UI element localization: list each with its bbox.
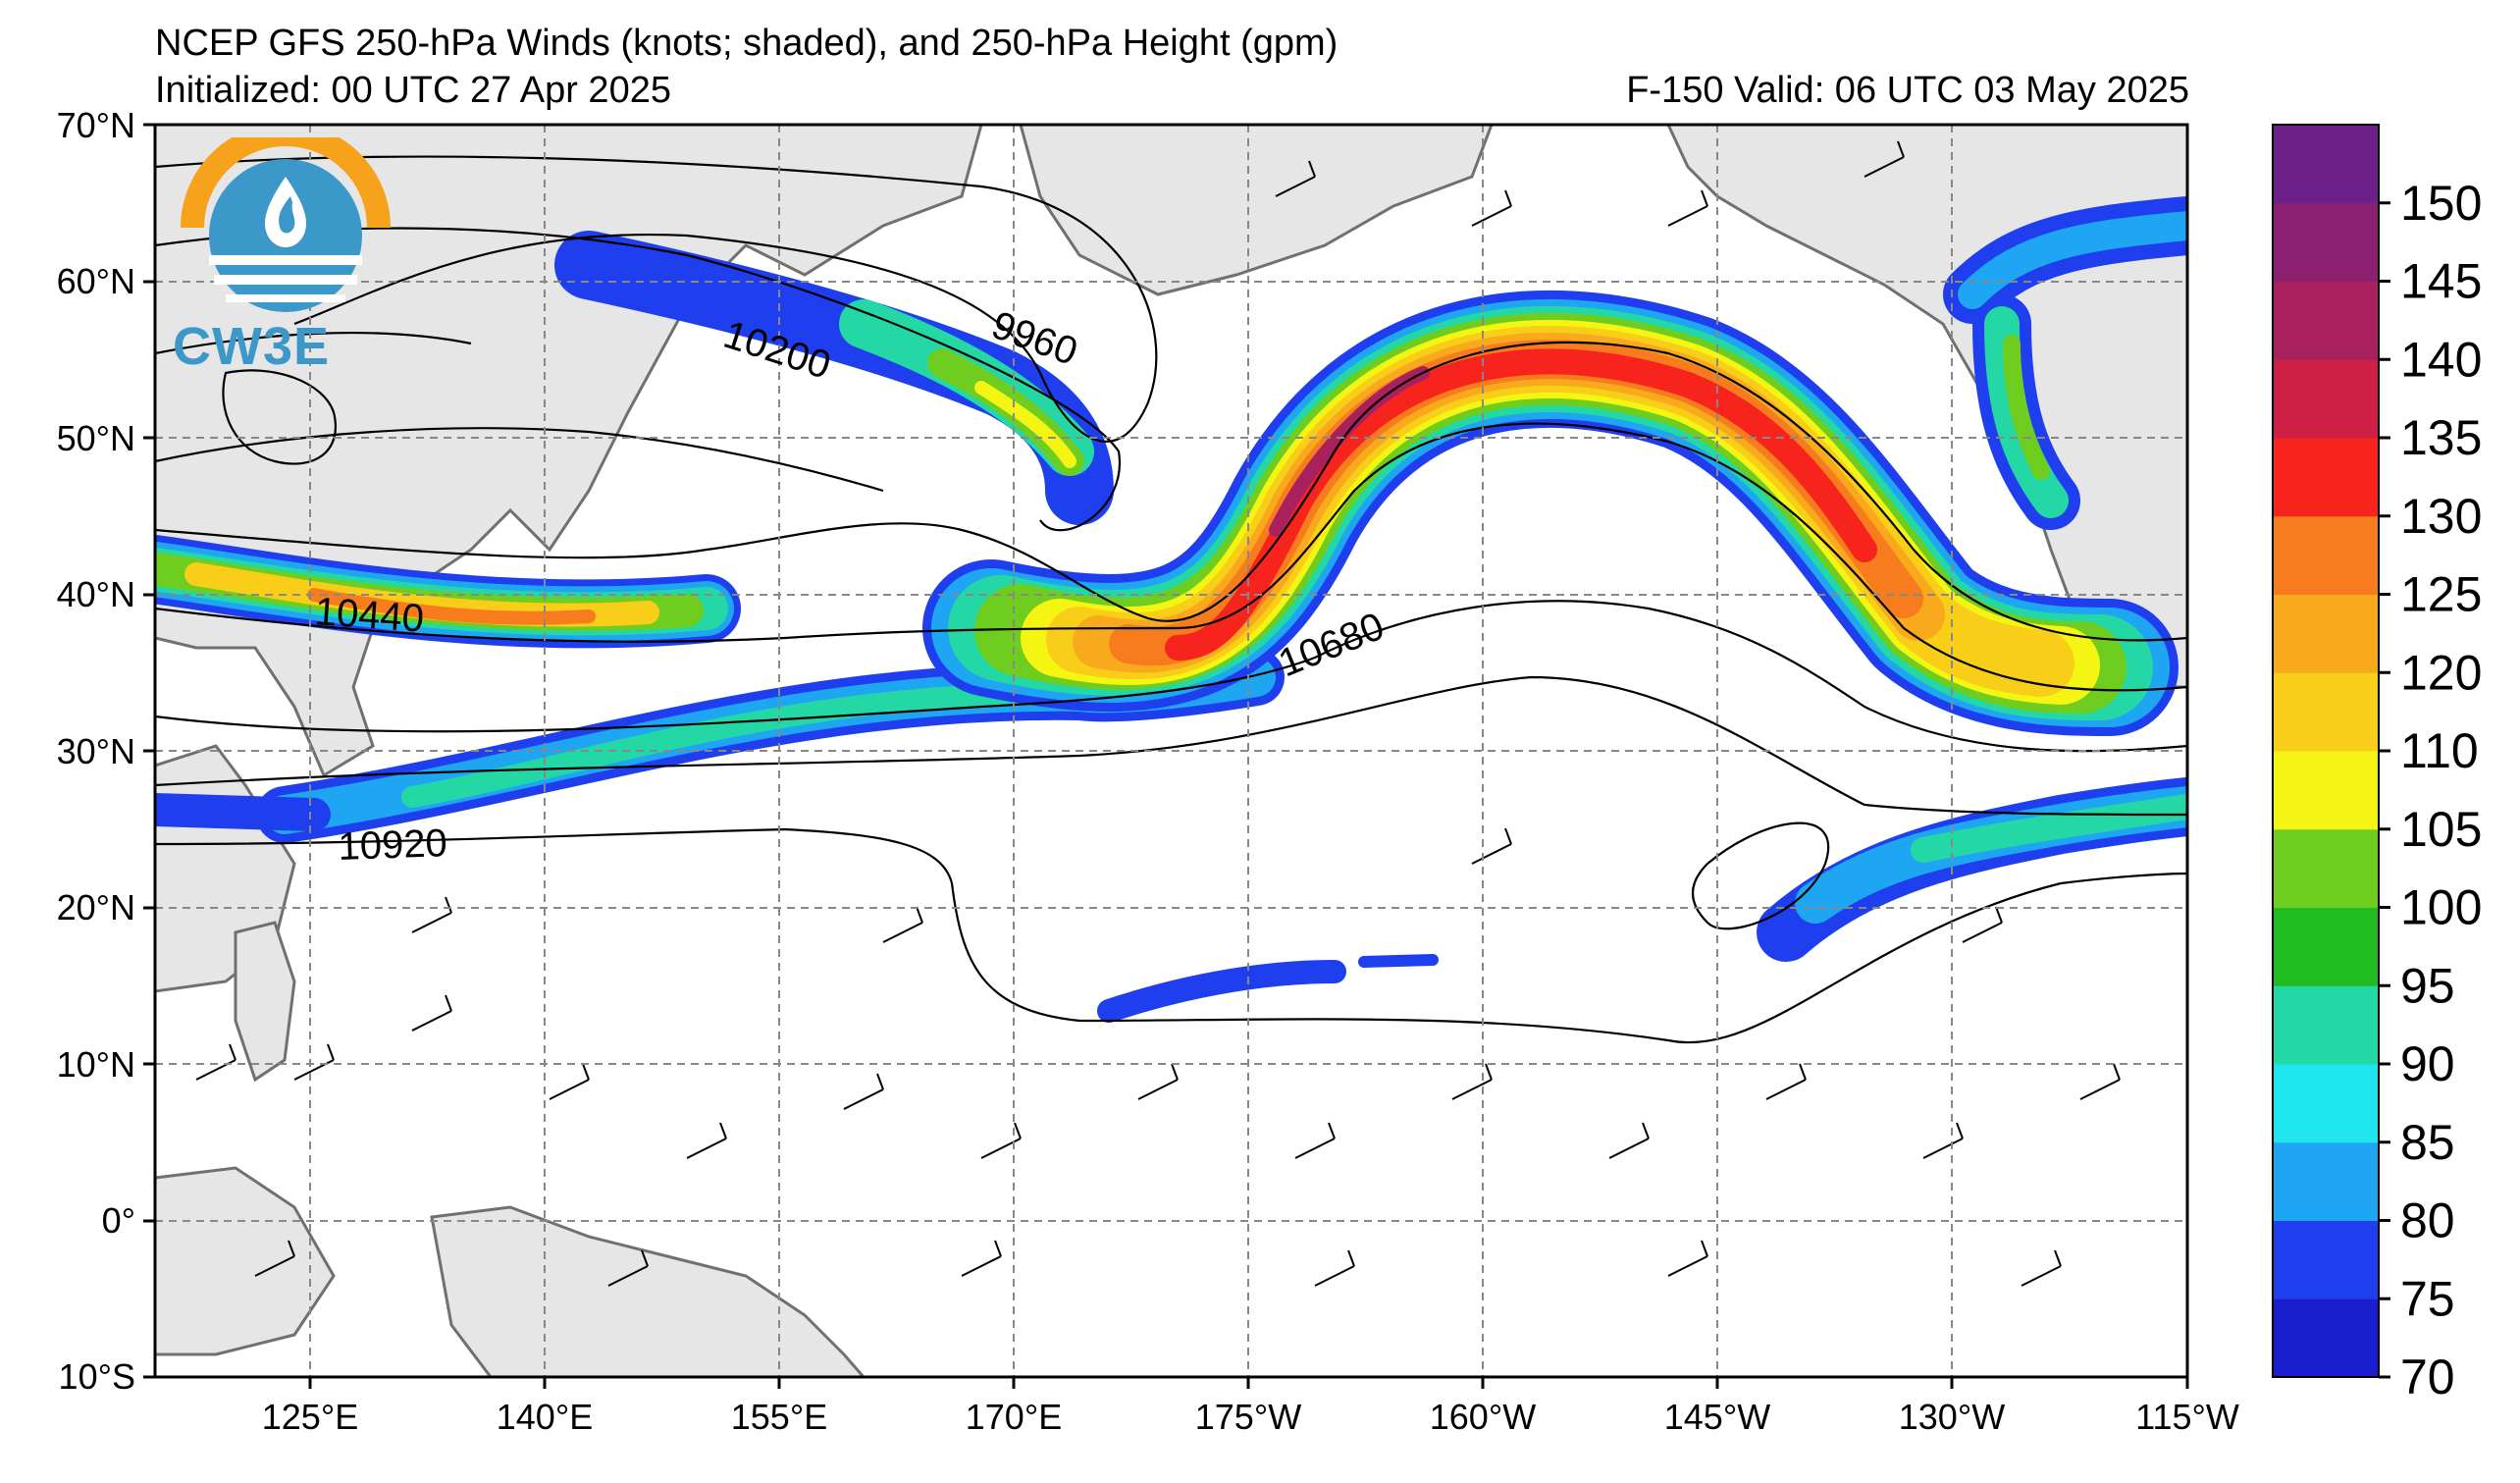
colorbar: 70 75 80 85 90 95 100 105 110 120 125 130 135 140 145 1… [2272,124,2482,1404]
wind-barbs [195,140,2121,1287]
lon-label: 175°W [1195,1397,1301,1437]
colorbar-swatch [2273,751,2379,830]
colorbar-tick-label: 120 [2400,645,2482,700]
colorbar-tick-label: 100 [2400,880,2482,935]
colorbar-swatch [2273,359,2379,439]
valid-time: F-150 Valid: 06 UTC 03 May 2025 [1626,70,2189,111]
colorbar-swatch [2273,281,2379,360]
lon-label: 130°W [1899,1397,2005,1437]
lat-label: 10°S [59,1356,135,1397]
lat-label: 0° [102,1200,135,1241]
new-guinea-landmass [430,1205,866,1377]
lat-label: 40°N [57,574,135,614]
initialized-time: Initialized: 00 UTC 27 Apr 2025 [155,70,671,111]
colorbar-swatch [2273,907,2379,986]
colorbar-tick-label: 125 [2400,567,2482,622]
borneo-landmass [155,1166,336,1356]
colorbar-swatch [2273,828,2379,908]
lon-label: 160°W [1430,1397,1536,1437]
lon-label: 155°E [731,1397,827,1437]
cw3e-logo-text: CW3E [173,317,331,376]
colorbar-tick-label: 140 [2400,332,2482,387]
colorbar-tick-label: 130 [2400,489,2482,544]
colorbar-swatch [2273,202,2379,282]
lat-label: 50°N [57,418,135,458]
lon-label: 115°W [2135,1397,2239,1437]
colorbar-tick-label: 135 [2400,410,2482,465]
lat-label: 30°N [57,731,135,771]
colorbar-tick-label: 80 [2400,1193,2455,1248]
colorbar-tick-label: 150 [2400,176,2482,231]
colorbar-swatch [2273,1220,2379,1299]
colorbar-tick-label: 95 [2400,958,2455,1013]
lon-label: 125°E [262,1397,358,1437]
colorbar-swatch [2273,125,2379,204]
colorbar-swatch [2273,985,2379,1065]
axis-ticks [143,123,2189,1389]
colorbar-tick-label: 145 [2400,254,2482,309]
lat-label: 10°N [57,1044,135,1085]
lon-label: 140°E [497,1397,593,1437]
lat-label: 60°N [57,261,135,301]
colorbar-swatch [2273,515,2379,595]
philippines-landmass [234,921,296,1083]
colorbar-swatch [2273,1141,2379,1221]
wind-speed-shading [155,196,2187,1023]
latitude-labels: 70°N 60°N 50°N 40°N 30°N 20°N 10°N 0° 10… [57,105,135,1397]
longitude-labels: 125°E 140°E 155°E 170°E 175°W 160°W 145°… [262,1397,2239,1437]
lat-label: 70°N [57,105,135,145]
colorbar-tick-label: 70 [2400,1350,2455,1404]
lat-label: 20°N [57,887,135,927]
graticule [155,125,2187,1377]
colorbar-tick-label: 85 [2400,1115,2455,1170]
colorbar-tick-label: 90 [2400,1036,2455,1091]
lon-label: 145°W [1664,1397,1770,1437]
colorbar-swatch [2273,1298,2379,1378]
lon-label: 170°E [966,1397,1062,1437]
colorbar-swatch [2273,438,2379,517]
map-title: NCEP GFS 250-hPa Winds (knots; shaded), … [155,23,1339,64]
alaska-landmass [1019,125,1494,296]
cw3e-logo [181,137,391,312]
colorbar-swatch [2273,1064,2379,1143]
contour-label-10920: 10920 [338,821,448,869]
colorbar-tick-label: 110 [2400,723,2479,778]
contour-label-10440: 10440 [313,590,425,641]
colorbar-tick-label: 75 [2400,1271,2455,1326]
colorbar-tick-label: 105 [2400,802,2482,857]
colorbar-swatch [2273,672,2379,752]
colorbar-swatch [2273,594,2379,673]
